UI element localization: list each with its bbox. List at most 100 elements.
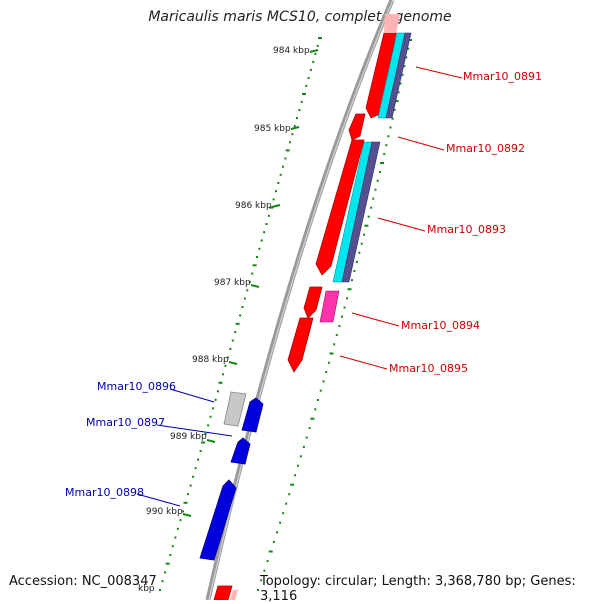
gc-inner-dot <box>263 231 266 234</box>
gc-inner-dot <box>229 348 232 350</box>
gc-outer-dot <box>399 82 402 85</box>
gc-inner-dot <box>289 141 292 144</box>
gc-outer-dot <box>297 464 300 467</box>
gene-bottom-pink <box>230 590 238 600</box>
gc-inner-dot <box>282 165 284 168</box>
ruler-label-987: 987 kbp <box>214 278 251 288</box>
gc-outer-dot <box>319 389 322 392</box>
gene-mmar10-0898 <box>199 479 237 561</box>
gc-inner-dot <box>204 432 207 435</box>
gc-content-track <box>159 37 412 591</box>
gc-inner-dot <box>214 398 217 401</box>
minus-gene-labels: Mmar10_0896 Mmar10_0897 Mmar10_0898 <box>65 380 233 507</box>
gc-inner-dot <box>235 322 240 325</box>
label-mmar10-0892: Mmar10_0892 <box>446 142 525 155</box>
gc-outer-dot <box>327 361 330 364</box>
label-mmar10-0897: Mmar10_0897 <box>86 416 165 429</box>
gc-outer-dot <box>260 579 263 582</box>
label-mmar10-0891: Mmar10_0891 <box>463 70 542 83</box>
gc-outer-dot <box>282 512 285 515</box>
gc-outer-dot <box>372 197 375 200</box>
gc-outer-dot <box>285 502 288 505</box>
gc-outer-dot <box>347 288 352 291</box>
gc-inner-dot <box>316 44 319 47</box>
gc-inner-dot <box>226 356 229 359</box>
gc-inner-dot <box>161 580 164 583</box>
ruler-label-985: 985 kbp <box>254 124 291 134</box>
gc-inner-dot <box>176 527 179 530</box>
gene-mmar10-0894 <box>303 286 323 319</box>
gc-inner-dot <box>279 173 282 176</box>
gc-outer-dot <box>387 135 390 138</box>
gc-inner-dot <box>246 289 249 292</box>
gc-inner-dot <box>298 109 301 111</box>
map-title: Maricaulis maris MCS10, complete genome <box>148 9 452 25</box>
gc-inner-dot <box>187 493 190 496</box>
gc-inner-dot <box>192 475 195 478</box>
gc-outer-dot <box>302 445 305 448</box>
gc-outer-dot <box>279 521 282 524</box>
gc-outer-dot <box>397 91 400 94</box>
gc-outer-dot <box>383 153 386 156</box>
gene-mmar10-0896 <box>241 397 264 433</box>
plus-gene-labels: Mmar10_0891 Mmar10_0892 Mmar10_0893 Mmar… <box>339 66 542 375</box>
ruler-label-988: 988 kbp <box>192 355 229 365</box>
gc-outer-dot <box>376 179 379 182</box>
gc-inner-dot <box>309 68 312 71</box>
gc-outer-dot <box>338 324 341 327</box>
label-mmar10-0894: Mmar10_0894 <box>401 319 480 332</box>
gene-mmar10-0892 <box>348 113 366 141</box>
gc-inner-dot <box>217 390 219 393</box>
gc-outer-dot <box>305 436 308 439</box>
gc-inner-dot <box>224 364 227 367</box>
gc-outer-dot <box>393 108 396 111</box>
gc-inner-dot <box>272 198 275 201</box>
ruler-label-984: 984 kbp <box>273 46 310 56</box>
gc-inner-dot <box>275 190 277 193</box>
top-pink-overlap <box>384 14 400 33</box>
gc-inner-dot <box>165 562 170 565</box>
gc-inner-dot <box>241 306 244 308</box>
gc-inner-dot <box>251 272 254 275</box>
gc-inner-dot <box>291 133 294 136</box>
plus-strand-track <box>213 14 412 600</box>
gc-outer-dot <box>391 117 394 120</box>
genome-backbone-highlight <box>208 0 394 600</box>
minus-strand-track <box>199 391 264 561</box>
gc-inner-dot <box>174 536 177 539</box>
gc-inner-dot <box>312 60 315 63</box>
gc-outer-dot <box>358 251 361 254</box>
gc-inner-dot <box>183 501 188 504</box>
gene-mmar10-0896-gray <box>223 391 247 427</box>
gc-inner-dot <box>256 256 258 258</box>
gene-bottom-red <box>213 585 233 600</box>
ruler-label-989: 989 kbp <box>170 432 207 442</box>
gc-outer-dot <box>378 170 381 173</box>
gc-outer-dot <box>288 493 291 496</box>
cds-mmar10-0894-pink <box>319 290 340 323</box>
gc-outer-dot <box>367 215 370 218</box>
label-mmar10-0895: Mmar10_0895 <box>389 362 468 375</box>
gene-mmar10-0893 <box>315 139 365 276</box>
gc-outer-dot <box>294 474 297 477</box>
gc-outer-dot <box>276 531 278 534</box>
gc-inner-dot <box>159 589 161 591</box>
accession-text: Accession: NC_008347 <box>9 574 157 589</box>
gc-outer-dot <box>335 334 338 337</box>
gc-outer-dot <box>405 56 408 59</box>
gene-mmar10-0897 <box>230 437 251 465</box>
gc-inner-dot <box>302 92 306 95</box>
genome-backbone <box>205 0 395 600</box>
gc-outer-dot <box>364 224 369 227</box>
gc-outer-dot <box>272 540 275 543</box>
gc-inner-dot <box>284 157 287 160</box>
gc-inner-dot <box>222 373 224 376</box>
gc-outer-dot <box>266 560 269 563</box>
gc-inner-dot <box>234 331 237 334</box>
gene-mmar10-0895 <box>287 317 314 373</box>
gc-outer-dot <box>308 427 311 430</box>
gc-outer-dot <box>408 39 412 41</box>
gc-outer-dot <box>263 569 266 572</box>
gc-inner-dot <box>258 247 261 250</box>
